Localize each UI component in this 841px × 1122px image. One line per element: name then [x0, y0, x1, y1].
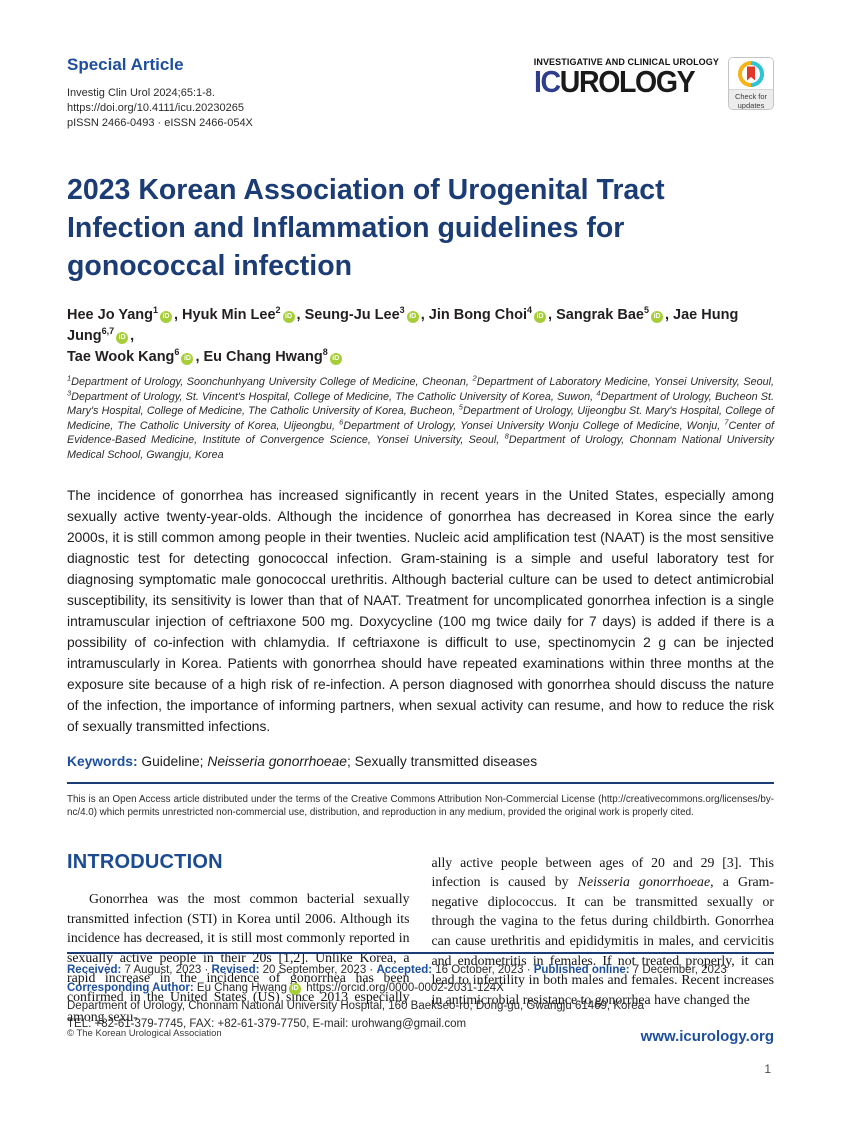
footer: © The Korean Urological Association www.…	[67, 1028, 774, 1045]
contact-line: TEL: +82-61-379-7745, FAX: +82-61-379-77…	[67, 1018, 467, 1030]
check-for-updates-badge[interactable]: Check for updates	[728, 57, 774, 110]
column-left: INTRODUCTION Gonorrhea was the most comm…	[67, 850, 410, 1027]
crossmark-icon	[729, 58, 773, 89]
orcid-icon[interactable]: iD	[159, 311, 172, 323]
article-title: 2023 Korean Association of Urogenital Tr…	[67, 174, 665, 282]
orcid-icon[interactable]: iD	[116, 332, 129, 344]
article-type-label: Special Article	[67, 55, 184, 74]
journal-name: ICUROLOGY	[533, 64, 704, 99]
keywords-line: Keywords: Guideline; Neisseria gonorrhoe…	[67, 754, 774, 769]
journal-tagline: INVESTIGATIVE AND CLINICAL UROLOGY	[533, 57, 719, 67]
orcid-icon[interactable]: iD	[650, 311, 663, 323]
copyright-notice: © The Korean Urological Association	[67, 1028, 222, 1039]
divider-rule	[67, 781, 774, 784]
journal-logo-ic: IC	[533, 64, 561, 99]
doi-link[interactable]: https://doi.org/10.4111/icu.20230265	[67, 102, 244, 114]
keywords-text: Guideline; Neisseria gonorrhoeae; Sexual…	[141, 753, 538, 769]
page-number: 1	[764, 1062, 771, 1076]
abstract: The incidence of gonorrhea has increased…	[67, 487, 774, 734]
citation-line: Investig Clin Urol 2024;65:1-8.	[67, 87, 215, 99]
dates-line: Received: 7 August, 2023 · Revised: 20 S…	[67, 964, 727, 976]
journal-website-link[interactable]: www.icurology.org	[640, 1028, 774, 1045]
header-left: Special Article Investig Clin Urol 2024;…	[67, 55, 253, 131]
introduction-paragraph-right: ally active people between ages of 20 an…	[431, 854, 775, 1007]
journal-logo: INVESTIGATIVE AND CLINICAL UROLOGY ICURO…	[534, 57, 719, 97]
orcid-icon[interactable]: iD	[534, 311, 547, 323]
open-access-notice: This is an Open Access article distribut…	[67, 793, 774, 819]
header: Special Article Investig Clin Urol 2024;…	[67, 55, 774, 131]
introduction-heading: INTRODUCTION	[67, 850, 223, 873]
authors: Hee Jo Yang1iD, Hyuk Min Lee2iD, Seung-J…	[67, 305, 739, 365]
citation-block: Investig Clin Urol 2024;65:1-8. https://…	[67, 86, 253, 131]
issn-line: pISSN 2466-0493 · eISSN 2466-054X	[67, 117, 253, 129]
article-info: Received: 7 August, 2023 · Revised: 20 S…	[67, 952, 774, 1033]
journal-logo-urology: UROLOGY	[559, 64, 696, 99]
corresponding-author-line: Corresponding Author: Eu Chang Hwang iD h…	[67, 982, 504, 995]
orcid-icon[interactable]: iD	[181, 353, 194, 365]
introduction-section: INTRODUCTION Gonorrhea was the most comm…	[67, 850, 775, 1027]
orcid-icon[interactable]: iD	[289, 983, 302, 995]
orcid-icon[interactable]: iD	[406, 311, 419, 323]
orcid-icon[interactable]: iD	[329, 353, 342, 365]
introduction-paragraph-left: Gonorrhea was the most common bacterial …	[67, 891, 410, 1024]
header-right: INVESTIGATIVE AND CLINICAL UROLOGY ICURO…	[534, 57, 774, 110]
keywords-label: Keywords:	[67, 753, 138, 769]
crossmark-label: Check for updates	[729, 89, 773, 109]
address-line: Department of Urology, Chonnam National …	[67, 1000, 645, 1012]
orcid-icon[interactable]: iD	[282, 311, 295, 323]
column-right: ally active people between ages of 20 an…	[432, 853, 775, 1027]
affiliations: 1Department of Urology, Soonchunhyang Un…	[67, 373, 775, 461]
